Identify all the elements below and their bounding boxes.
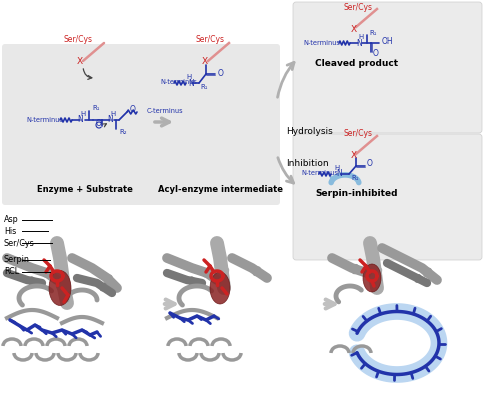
FancyArrowPatch shape [155, 118, 169, 126]
Text: N: N [356, 38, 362, 48]
Text: O: O [218, 68, 224, 78]
Text: Serpin: Serpin [4, 256, 30, 264]
Text: X: X [351, 24, 357, 34]
Ellipse shape [363, 264, 381, 292]
Text: H: H [187, 74, 192, 80]
Text: Ser/Cys: Ser/Cys [64, 36, 93, 44]
Text: R₁: R₁ [200, 84, 208, 90]
Text: O: O [96, 118, 102, 128]
Text: N-terminus: N-terminus [301, 170, 338, 176]
Text: Cleaved product: Cleaved product [316, 58, 398, 68]
Text: Ser/Cys: Ser/Cys [343, 130, 372, 138]
FancyArrowPatch shape [165, 300, 175, 308]
Text: R₁: R₁ [92, 105, 100, 111]
Text: C-terminus: C-terminus [147, 108, 183, 114]
Text: N-terminus: N-terminus [303, 40, 340, 46]
Text: R₂: R₂ [119, 129, 127, 135]
Ellipse shape [49, 270, 71, 306]
Text: Acyl-enzyme intermediate: Acyl-enzyme intermediate [157, 184, 283, 194]
Text: N-terminus: N-terminus [160, 79, 197, 85]
Text: N: N [188, 78, 194, 88]
Text: X: X [77, 58, 83, 66]
FancyBboxPatch shape [293, 134, 482, 260]
Ellipse shape [210, 272, 230, 304]
Text: X: X [351, 152, 357, 160]
Text: R₁: R₁ [369, 30, 377, 36]
Text: H: H [358, 34, 363, 40]
Text: N: N [336, 170, 342, 178]
Text: N: N [77, 116, 83, 124]
Text: Hydrolysis: Hydrolysis [286, 128, 333, 136]
Text: O: O [373, 50, 379, 58]
Text: H: H [80, 111, 85, 117]
Text: Ser/Cys: Ser/Cys [195, 36, 224, 44]
Text: O: O [367, 160, 373, 168]
Text: H: H [335, 165, 340, 171]
Text: Inhibition: Inhibition [286, 160, 329, 168]
Text: R₁: R₁ [351, 175, 359, 181]
Text: Serpin-inhibited: Serpin-inhibited [316, 190, 398, 198]
Text: Asp: Asp [4, 216, 19, 224]
Text: His: His [4, 226, 16, 236]
Text: Ser/Cys: Ser/Cys [343, 2, 372, 12]
FancyBboxPatch shape [293, 2, 482, 133]
FancyBboxPatch shape [2, 44, 280, 205]
Text: OH: OH [382, 36, 393, 46]
Text: H: H [110, 111, 115, 117]
Text: Ser/Cys: Ser/Cys [4, 238, 35, 248]
Text: X: X [202, 58, 208, 66]
Text: O: O [130, 104, 136, 114]
Text: RCL: RCL [4, 268, 19, 276]
Text: N-terminus: N-terminus [26, 117, 63, 123]
Text: N: N [107, 116, 113, 124]
FancyArrowPatch shape [325, 300, 334, 308]
Text: Enzyme + Substrate: Enzyme + Substrate [37, 184, 133, 194]
